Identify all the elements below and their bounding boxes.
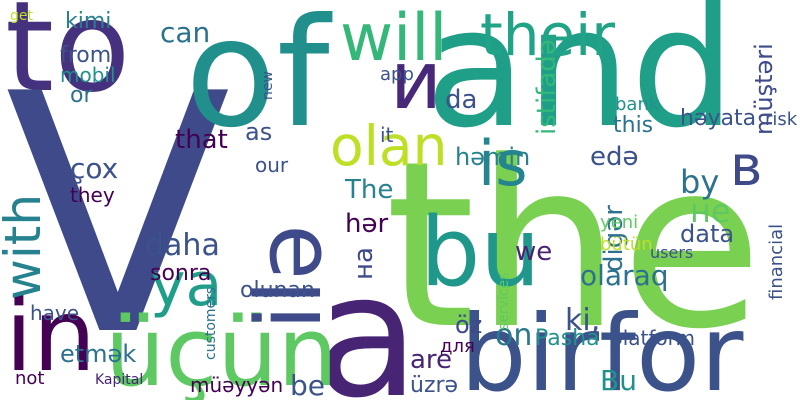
word: üçün <box>105 298 338 400</box>
word: birfor <box>460 293 744 400</box>
word: V <box>5 24 232 400</box>
word: Pasha <box>535 326 600 351</box>
word: ya <box>150 250 222 320</box>
word: da <box>445 85 477 115</box>
word: they <box>70 183 115 207</box>
word: sonra <box>150 261 211 286</box>
word: и <box>390 34 442 127</box>
word: services <box>496 273 512 330</box>
word: it <box>380 123 394 147</box>
word: çox <box>70 152 118 185</box>
word: Kapital <box>95 372 143 388</box>
word: as <box>245 118 272 146</box>
word: financial <box>766 224 787 300</box>
word: ilə <box>237 225 342 330</box>
word: kimi <box>65 9 111 34</box>
word: by <box>680 163 719 201</box>
word: on <box>495 318 532 353</box>
word: platform <box>610 326 695 350</box>
word: will <box>340 1 447 76</box>
word: hər <box>345 209 388 239</box>
word: müştəri <box>750 43 778 135</box>
word: a <box>315 238 419 400</box>
word: bank <box>615 94 660 115</box>
word: users <box>650 243 693 262</box>
word: this <box>613 113 653 138</box>
word: istifadə <box>532 39 562 135</box>
word: in <box>5 277 96 394</box>
word: the <box>385 113 762 380</box>
word: we <box>515 237 552 267</box>
word: olaraq <box>580 259 669 292</box>
word: with <box>0 194 52 300</box>
word: Bu <box>600 364 637 397</box>
word: bu <box>420 198 541 308</box>
word: from <box>60 43 111 68</box>
word: and <box>425 0 735 164</box>
word: can <box>160 16 210 49</box>
word: не <box>690 192 731 230</box>
word: etmək <box>60 340 136 368</box>
word: new <box>260 71 276 100</box>
word: digər <box>599 205 629 272</box>
word: is <box>478 127 528 200</box>
word: daha <box>145 228 220 263</box>
word: yeni <box>600 212 638 233</box>
word: для <box>440 336 475 357</box>
word: üzrə <box>410 373 458 398</box>
word: data <box>680 220 734 248</box>
word: risk <box>765 109 798 130</box>
word: that <box>175 125 228 155</box>
word: customers <box>203 287 219 360</box>
word: have <box>30 301 79 325</box>
word: not <box>15 368 44 389</box>
word: or <box>70 83 93 108</box>
word: of <box>185 0 333 161</box>
word: our <box>255 153 289 177</box>
word: The <box>344 175 393 205</box>
word: edə <box>590 142 639 172</box>
word: are <box>410 345 452 375</box>
word: bütün <box>600 234 653 255</box>
word: həyata <box>680 106 756 131</box>
word: app <box>380 64 414 85</box>
word: mobil <box>60 63 116 87</box>
word: get <box>10 8 34 24</box>
word: müəyyən <box>190 373 283 397</box>
word: to <box>5 0 131 120</box>
word: be <box>290 369 325 400</box>
word: öz <box>455 311 482 339</box>
word: olunan <box>240 278 315 303</box>
word: в <box>730 134 762 198</box>
word: their <box>480 1 615 69</box>
word: ki, <box>565 303 600 338</box>
word: həmin <box>455 143 530 171</box>
word: olan <box>330 114 448 178</box>
word: на <box>349 247 379 280</box>
